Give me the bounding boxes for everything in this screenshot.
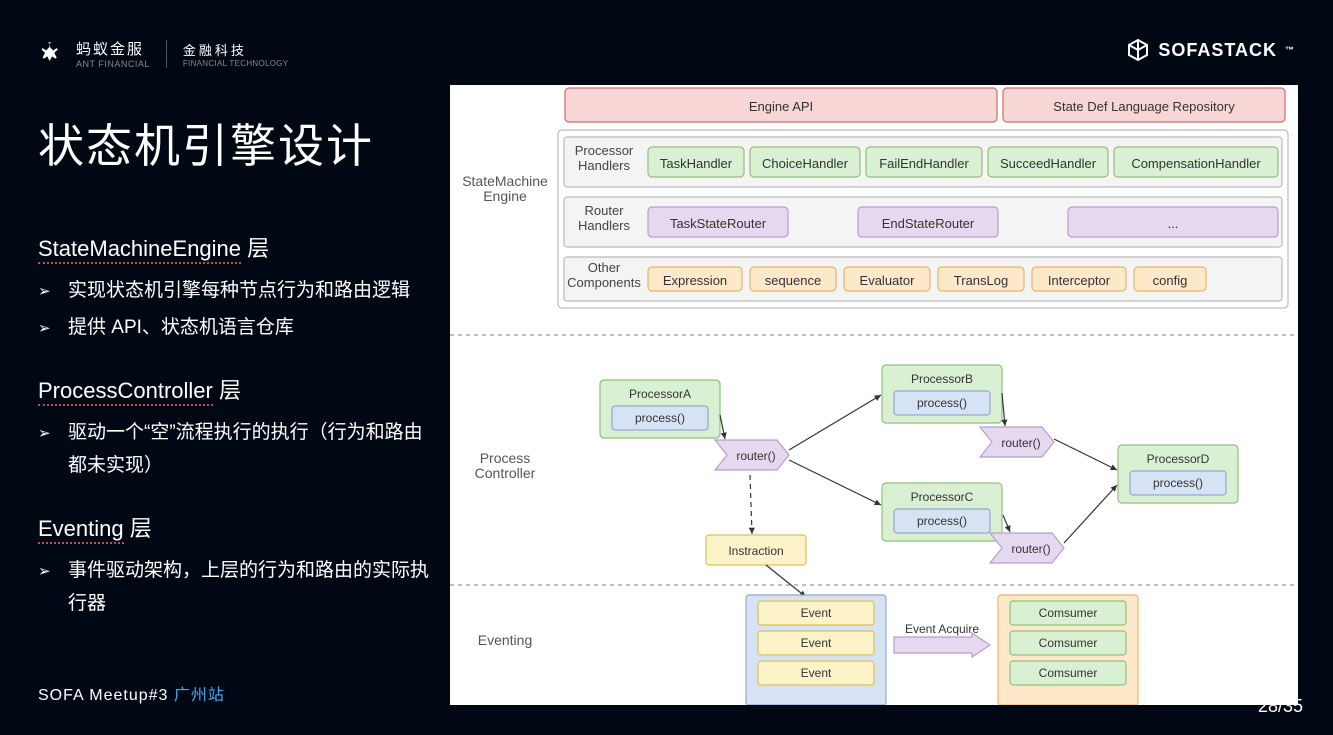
page-title: 状态机引擎设计 — [38, 110, 374, 176]
bullet-item: 实现状态机引擎每种节点行为和路由逻辑 — [68, 275, 438, 307]
svg-text:EndStateRouter: EndStateRouter — [882, 216, 975, 231]
svg-text:StateMachineEngine: StateMachineEngine — [462, 173, 548, 204]
svg-text:router(): router() — [1001, 436, 1040, 450]
svg-text:ProcessController: ProcessController — [475, 450, 536, 481]
svg-text:process(): process() — [635, 411, 685, 425]
svg-text:process(): process() — [917, 514, 967, 528]
svg-text:ChoiceHandler: ChoiceHandler — [762, 156, 849, 171]
svg-text:...: ... — [1168, 216, 1179, 231]
bullet-item: 驱动一个“空”流程执行的执行（行为和路由都未实现） — [68, 417, 438, 482]
svg-text:Event: Event — [801, 666, 832, 680]
svg-text:TaskHandler: TaskHandler — [660, 156, 733, 171]
svg-text:ProcessorHandlers: ProcessorHandlers — [575, 143, 634, 173]
svg-text:State Def Language Repository: State Def Language Repository — [1053, 99, 1235, 114]
cube-icon — [1126, 38, 1150, 62]
bullet-item: 事件驱动架构，上层的行为和路由的实际执行器 — [68, 555, 438, 620]
svg-text:FailEndHandler: FailEndHandler — [879, 156, 969, 171]
svg-text:Instraction: Instraction — [728, 544, 783, 558]
footer-prefix: SOFA Meetup#3 — [38, 687, 168, 704]
svg-text:Expression: Expression — [663, 273, 727, 288]
svg-text:router(): router() — [736, 449, 775, 463]
svg-text:sequence: sequence — [765, 273, 821, 288]
svg-text:Comsumer: Comsumer — [1039, 666, 1098, 680]
architecture-diagram: StateMachineEngine ProcessController Event… — [450, 85, 1298, 705]
svg-text:Comsumer: Comsumer — [1039, 636, 1098, 650]
svg-text:config: config — [1153, 273, 1188, 288]
svg-text:process(): process() — [917, 396, 967, 410]
svg-text:TaskStateRouter: TaskStateRouter — [670, 216, 767, 231]
sofastack-logo: SOFASTACK ™ — [1126, 38, 1295, 62]
body-text: StateMachineEngine 层实现状态机引擎每种节点行为和路由逻辑提供… — [38, 230, 438, 624]
fintech-cn: 金融科技 — [183, 40, 289, 59]
svg-text:Event Acquire: Event Acquire — [905, 622, 979, 636]
svg-text:Eventing: Eventing — [478, 632, 532, 648]
svg-text:ProcessorB: ProcessorB — [911, 372, 973, 386]
tm-mark: ™ — [1285, 45, 1295, 55]
ant-icon — [38, 40, 66, 68]
svg-text:CompensationHandler: CompensationHandler — [1131, 156, 1261, 171]
svg-text:TransLog: TransLog — [954, 273, 1008, 288]
svg-text:Event: Event — [801, 636, 832, 650]
footer-city: 广州站 — [174, 687, 225, 704]
svg-text:RouterHandlers: RouterHandlers — [578, 203, 631, 233]
svg-text:process(): process() — [1153, 476, 1203, 490]
bullet-item: 提供 API、状态机语言仓库 — [68, 312, 438, 344]
fintech-en: FINANCIAL TECHNOLOGY — [183, 59, 289, 68]
svg-text:ProcessorD: ProcessorD — [1147, 452, 1210, 466]
svg-text:router(): router() — [1011, 542, 1050, 556]
footer-meetup: SOFA Meetup#3 广州站 — [38, 681, 225, 705]
ant-cn: 蚂蚁金服 — [76, 38, 150, 59]
section-heading: ProcessController 层 — [38, 372, 438, 409]
svg-text:Event: Event — [801, 606, 832, 620]
ant-financial-logo: 蚂蚁金服 ANT FINANCIAL 金融科技 FINANCIAL TECHNO… — [38, 38, 288, 69]
svg-text:Evaluator: Evaluator — [860, 273, 916, 288]
ant-en: ANT FINANCIAL — [76, 59, 150, 69]
section-heading: StateMachineEngine 层 — [38, 230, 438, 267]
svg-text:SucceedHandler: SucceedHandler — [1000, 156, 1097, 171]
logo-divider — [166, 40, 167, 68]
svg-text:ProcessorC: ProcessorC — [911, 490, 974, 504]
svg-text:Engine API: Engine API — [749, 99, 813, 114]
sofastack-text: SOFASTACK — [1158, 40, 1277, 61]
svg-text:Interceptor: Interceptor — [1048, 273, 1111, 288]
svg-text:ProcessorA: ProcessorA — [629, 387, 691, 401]
section-heading: Eventing 层 — [38, 510, 438, 547]
svg-text:Comsumer: Comsumer — [1039, 606, 1098, 620]
